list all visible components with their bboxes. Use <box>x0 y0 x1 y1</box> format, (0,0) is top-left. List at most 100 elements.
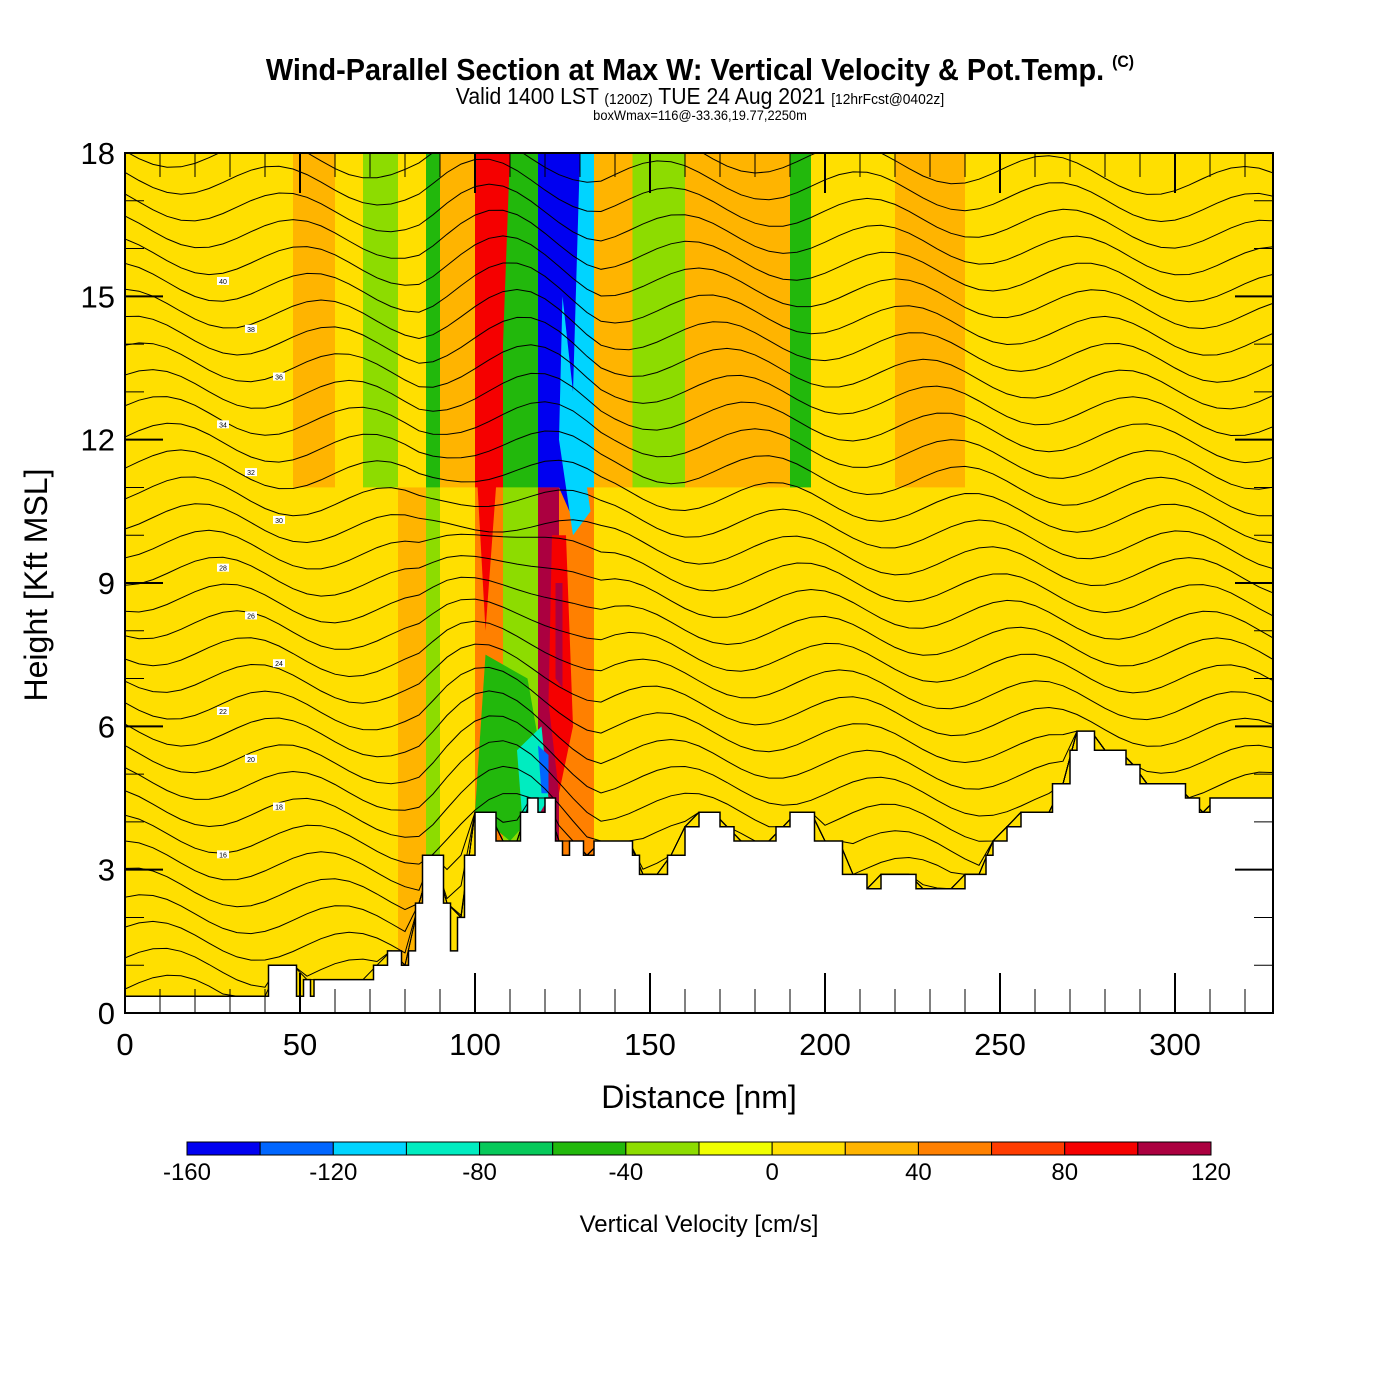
contour-label: 20 <box>245 754 257 764</box>
axis-ticks <box>124 152 1273 1014</box>
chart-subtitle: Valid 1400 LST (1200Z) TUE 24 Aug 2021 [… <box>56 83 1344 110</box>
colorbar-segment <box>698 1141 773 1156</box>
colorbar <box>186 1141 1212 1156</box>
velocity-band-upper <box>293 153 335 488</box>
forecast-info: [12hrFcst@0402z] <box>831 91 945 108</box>
theta-contour-line <box>125 529 1273 617</box>
colorbar-tick-label: -40 <box>609 1159 644 1186</box>
velocity-band-upper <box>363 153 398 488</box>
x-tick-label: 200 <box>799 1027 851 1062</box>
velocity-band-upper <box>1175 153 1273 488</box>
valid-date: TUE 24 Aug 2021 <box>658 83 826 109</box>
colorbar-segment <box>1064 1141 1139 1156</box>
colorbar-segment <box>479 1141 554 1156</box>
colorbar-segment <box>1137 1141 1212 1156</box>
colorbar-title: Vertical Velocity [cm/s] <box>580 1211 819 1238</box>
y-tick-label: 6 <box>98 709 115 744</box>
contour-label-text: 28 <box>219 566 227 573</box>
contour-label-text: 18 <box>275 805 283 812</box>
velocity-band-lower <box>335 487 363 1013</box>
contour-label: 18 <box>273 802 285 812</box>
contour-label-text: 38 <box>247 327 255 334</box>
x-tick-label: 250 <box>974 1027 1026 1062</box>
theta-contour-line <box>125 576 1273 667</box>
contour-label-text: 22 <box>219 709 227 716</box>
updraft-core-upper <box>475 153 510 631</box>
y-tick-label: 3 <box>98 853 115 888</box>
contour-label: 36 <box>273 372 285 382</box>
y-tick-label: 15 <box>81 279 115 314</box>
theta-contour-line <box>125 555 1273 640</box>
x-tick-label: 50 <box>283 1027 317 1062</box>
velocity-band-lower <box>363 487 398 1013</box>
velocity-band-upper <box>632 153 685 488</box>
contour-label: 32 <box>245 468 257 477</box>
theta-contour-line <box>125 369 1273 464</box>
colorbar-segment <box>917 1141 993 1156</box>
theta-contour-line <box>125 503 1273 594</box>
contour-label-text: 20 <box>247 757 255 764</box>
velocity-band-upper <box>398 153 426 488</box>
valid-time-utc: (1200Z) <box>604 91 653 108</box>
velocity-band-upper <box>247 153 293 488</box>
contour-label-bg <box>217 277 229 285</box>
velocity-band-upper <box>440 153 475 488</box>
contour-label-bg <box>217 420 229 429</box>
contour-label: 30 <box>273 515 285 525</box>
colorbar-segment <box>844 1141 919 1156</box>
colorbar-tick-label: 80 <box>1051 1159 1078 1186</box>
title-main: Wind-Parallel Section at Max W: Vertical… <box>265 52 1105 87</box>
theta-contour-line <box>125 620 1273 721</box>
theta-contour-line <box>125 422 1273 517</box>
velocity-band-upper <box>426 153 440 488</box>
colorbar-tick-label: 40 <box>905 1159 932 1186</box>
contour-label-bg <box>245 468 257 477</box>
colorbar-segment <box>405 1141 481 1156</box>
colorbar-segment <box>259 1141 334 1156</box>
colorbar-tick-label: 120 <box>1191 1159 1231 1186</box>
contour-label-bg <box>273 659 285 668</box>
contour-label-bg <box>217 850 229 859</box>
theta-contour-line <box>125 262 1273 356</box>
colorbar-segment <box>186 1141 261 1156</box>
velocity-band-upper <box>895 153 965 488</box>
x-tick-label: 300 <box>1149 1027 1201 1062</box>
y-axis-title: Height [Kft MSL] <box>18 469 54 702</box>
contour-label: 24 <box>273 659 285 668</box>
contour-label-bg <box>245 324 257 333</box>
velocity-band-lower <box>125 487 248 1013</box>
theta-contour-line <box>125 183 1273 276</box>
theta-contour-line <box>125 598 1273 694</box>
terrain-mask <box>125 730 1273 1013</box>
contour-label-text: 24 <box>275 661 283 668</box>
terrain-outline <box>125 730 1273 998</box>
contour-label-text: 40 <box>219 279 227 286</box>
contour-label-text: 32 <box>247 470 255 477</box>
contour-label-bg <box>273 372 285 381</box>
contour-label-text: 36 <box>275 375 283 382</box>
contour-label-text: 34 <box>219 422 227 429</box>
y-tick-label: 9 <box>98 566 115 601</box>
contour-label-bg <box>273 802 285 811</box>
x-tick-label: 150 <box>624 1027 676 1062</box>
contour-label-bg <box>245 754 257 763</box>
contour-label: 22 <box>217 707 229 716</box>
x-axis-title: Distance [nm] <box>601 1079 797 1115</box>
contour-label-bg <box>217 707 229 715</box>
colorbar-segment <box>771 1141 846 1156</box>
y-tick-label: 0 <box>98 996 115 1031</box>
contour-label: 34 <box>217 420 229 429</box>
theta-contour-line <box>701 153 1273 195</box>
contour-label-text: 30 <box>275 518 283 525</box>
colorbar-segment <box>332 1141 407 1156</box>
velocity-band-upper <box>125 153 248 488</box>
colorbar-tick-label: -120 <box>309 1159 357 1186</box>
colorbar-segment <box>991 1141 1066 1156</box>
colorbar-tick-label: 0 <box>765 1159 778 1186</box>
velocity-band-lower <box>293 487 335 1013</box>
theta-contour-line <box>125 288 1273 383</box>
y-tick-label: 12 <box>81 423 115 458</box>
colorbar-segment <box>552 1141 627 1156</box>
theta-contour-line <box>125 235 1273 330</box>
